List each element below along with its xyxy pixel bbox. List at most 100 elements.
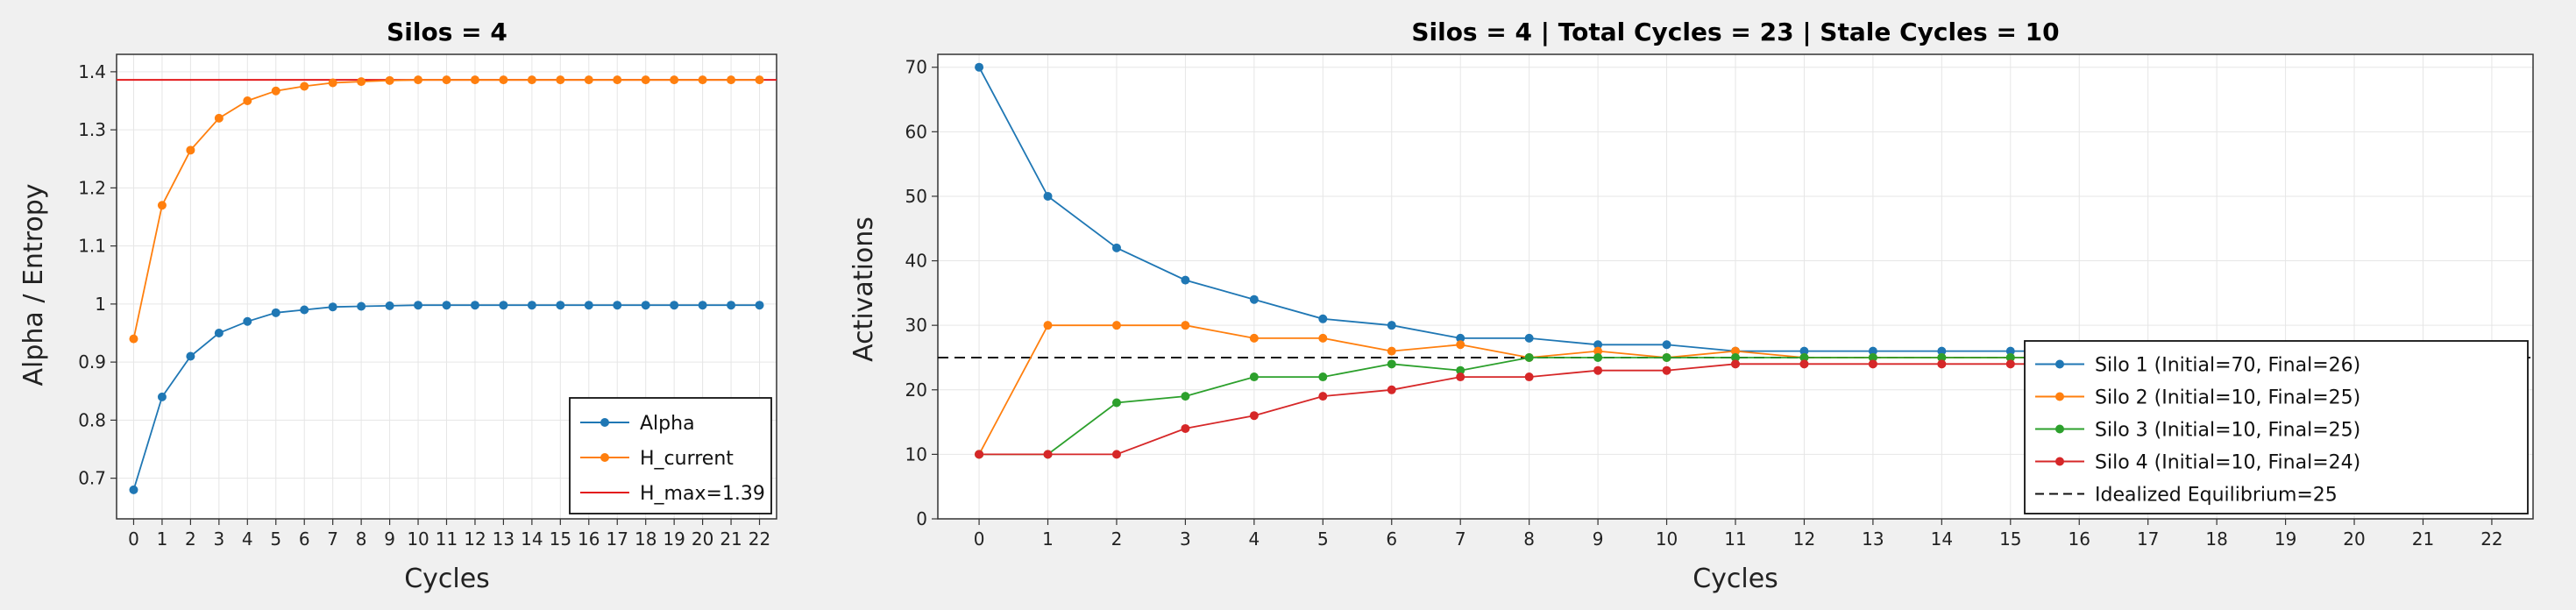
left-x-tick-label: 11: [436, 528, 458, 550]
left-series-2-point: [470, 75, 479, 85]
right-x-tick-label: 5: [1317, 528, 1329, 550]
right-series-4-point: [975, 450, 984, 459]
left-series-2-point: [670, 75, 679, 85]
right-series-2-point: [1111, 321, 1121, 330]
left-legend: Alpha H_current H_max=1.39: [569, 397, 772, 514]
left-x-axis-label: Cycles: [404, 564, 490, 594]
right-series-3-point: [1524, 352, 1534, 362]
right-legend-swatch-marker: [2055, 424, 2064, 434]
left-series-2-point: [271, 86, 280, 96]
left-y-tick-label: 1.2: [78, 177, 106, 198]
left-series-2-point: [186, 145, 195, 155]
right-x-tick-label: 0: [974, 528, 985, 550]
right-panel: Silos = 4 | Total Cycles = 23 | Stale Cy…: [848, 18, 2534, 594]
left-x-tick-label: 21: [720, 528, 742, 550]
right-series-4-point: [1799, 359, 1809, 369]
left-series-1-point: [727, 301, 736, 310]
right-x-tick-label: 20: [2343, 528, 2365, 550]
right-series-1-point: [1043, 191, 1053, 201]
right-x-tick-label: 13: [1862, 528, 1884, 550]
right-y-tick-label: 50: [905, 186, 927, 207]
right-y-tick-label: 40: [905, 251, 927, 272]
left-x-tick-label: 8: [356, 528, 367, 550]
left-x-tick-label: 9: [384, 528, 395, 550]
right-legend-entry: Silo 4 (Initial=10, Final=24): [2095, 452, 2360, 474]
right-chart-title: Silos = 4 | Total Cycles = 23 | Stale Cy…: [1411, 18, 2059, 46]
left-series-2-point: [243, 96, 252, 105]
right-series-4-point: [1318, 392, 1328, 401]
left-x-tick-label: 15: [550, 528, 571, 550]
right-series-1-point: [975, 62, 984, 72]
left-series-1-point: [157, 392, 167, 401]
right-series-3-point: [1662, 352, 1671, 362]
right-series-1-point: [1662, 340, 1671, 350]
right-series-1-point: [1111, 243, 1121, 252]
right-x-tick-label: 15: [1999, 528, 2021, 550]
right-series-4-point: [1937, 359, 1947, 369]
left-chart-title: Silos = 4: [387, 18, 507, 46]
left-series-2-point: [556, 75, 565, 85]
left-y-tick-label: 0.8: [78, 409, 106, 430]
left-series-2-point: [328, 78, 337, 88]
right-series-3-point: [1318, 372, 1328, 382]
left-x-tick-label: 4: [242, 528, 253, 550]
left-series-2-point: [442, 75, 451, 85]
left-series-1-point: [442, 301, 451, 310]
left-series-1-point: [584, 301, 593, 310]
left-series-1-point: [527, 301, 536, 310]
left-x-tick-label: 3: [213, 528, 224, 550]
left-x-tick-label: 14: [521, 528, 543, 550]
right-x-tick-label: 1: [1042, 528, 1054, 550]
right-x-tick-label: 21: [2412, 528, 2434, 550]
right-x-tick-label: 3: [1180, 528, 1191, 550]
left-series-1-point: [129, 485, 138, 494]
left-x-tick-label: 22: [749, 528, 770, 550]
left-series-1-point: [470, 301, 479, 310]
right-series-3-point: [1937, 352, 1947, 362]
left-series-1-point: [186, 351, 195, 361]
right-series-4-point: [1181, 423, 1190, 433]
left-legend-swatch-marker: [600, 418, 609, 427]
left-x-tick-label: 17: [607, 528, 628, 550]
right-series-3-point: [1387, 359, 1396, 369]
left-x-tick-label: 2: [185, 528, 196, 550]
right-series-3-point: [1799, 352, 1809, 362]
left-series-1-point: [670, 301, 679, 310]
left-series-2-point: [698, 75, 707, 85]
right-x-tick-label: 8: [1523, 528, 1535, 550]
left-legend-swatch-marker: [600, 453, 609, 462]
left-series-1-point: [271, 308, 280, 317]
right-series-3-point: [1868, 352, 1877, 362]
right-x-tick-label: 6: [1386, 528, 1397, 550]
right-x-tick-label: 16: [2069, 528, 2090, 550]
right-x-tick-label: 11: [1724, 528, 1746, 550]
left-x-tick-label: 7: [327, 528, 338, 550]
right-series-2-point: [1249, 333, 1259, 343]
left-legend-entry: H_current: [640, 448, 734, 470]
left-y-tick-label: 1.3: [78, 119, 106, 140]
left-series-2-point: [499, 75, 508, 85]
left-series-1-point: [243, 316, 252, 326]
right-legend-swatch-marker: [2055, 392, 2064, 401]
right-series-3-point: [1593, 352, 1603, 362]
left-y-tick-label: 0.7: [78, 468, 106, 489]
right-legend-swatch-marker: [2055, 457, 2064, 466]
right-series-4-point: [1524, 372, 1534, 382]
right-series-4-point: [1662, 365, 1671, 375]
right-series-3-point: [1181, 392, 1190, 401]
right-y-tick-label: 30: [905, 315, 927, 336]
right-x-tick-label: 17: [2137, 528, 2159, 550]
right-x-tick-label: 12: [1793, 528, 1815, 550]
right-series-4-point: [1111, 450, 1121, 459]
left-series-2-point: [214, 113, 224, 123]
left-legend-entry: Alpha: [640, 413, 695, 435]
left-series-2-point: [157, 201, 167, 210]
right-x-tick-label: 9: [1593, 528, 1604, 550]
right-series-4-point: [1249, 411, 1259, 421]
right-legend-box: [2024, 340, 2529, 514]
right-series-2-point: [1318, 333, 1328, 343]
right-series-1-point: [1181, 275, 1190, 285]
left-series-1-point: [385, 301, 394, 310]
right-series-4-point: [1868, 359, 1877, 369]
